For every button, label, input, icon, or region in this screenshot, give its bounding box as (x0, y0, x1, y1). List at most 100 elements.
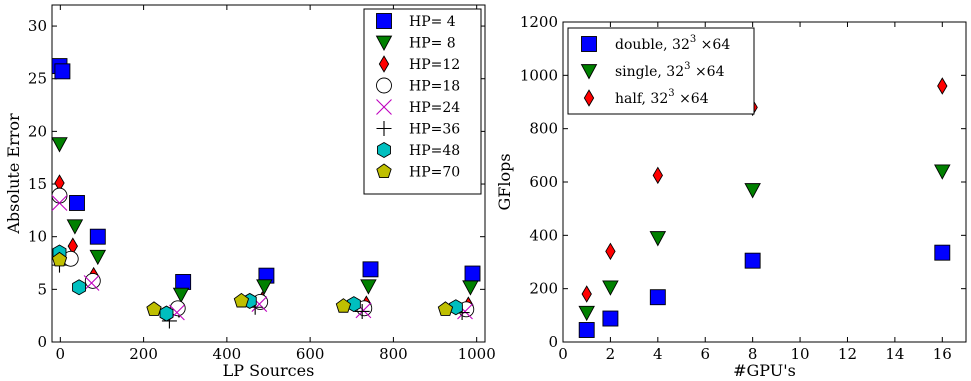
y-tick-label: 600 (529, 173, 558, 191)
legend-item: HP=48 (377, 141, 460, 159)
data-point (51, 137, 68, 153)
legend-item: HP=12 (378, 55, 460, 73)
data-point (159, 305, 174, 322)
y-tick-label: 200 (529, 280, 558, 298)
legend-marker (580, 64, 598, 80)
data-point (464, 265, 481, 282)
plot-area (51, 4, 486, 343)
data-points (51, 58, 481, 329)
x-tick-label: 0 (56, 345, 66, 363)
y-tick-label: 400 (529, 226, 558, 244)
legend-marker (375, 35, 393, 51)
x-tick-label: 600 (296, 345, 325, 363)
y-tick-label: 0 (548, 333, 558, 351)
legend-item: HP= 4 (376, 13, 456, 30)
legend-marker (376, 99, 392, 115)
data-point (744, 252, 761, 269)
data-point (448, 299, 463, 316)
data-point (744, 183, 761, 199)
legend-item: double, 323 ×64 (581, 34, 730, 53)
data-point (69, 195, 85, 211)
x-tick-label: 400 (213, 345, 242, 363)
legend-item: half, 323 ×64 (583, 88, 709, 107)
y-tick-label: 1200 (520, 13, 558, 31)
x-tick-label: 200 (129, 345, 158, 363)
data-point (84, 272, 101, 289)
legend-item: HP= 8 (375, 35, 456, 52)
data-point (233, 292, 250, 308)
data-point (437, 301, 454, 316)
data-point (602, 310, 619, 327)
data-point (578, 305, 595, 322)
x-tick-label: 4 (653, 345, 663, 363)
legend-label: HP= 8 (409, 36, 456, 52)
chart-gflops: 0 2 4 6 8 10 12 14 16 0 200 400 600 800 1000 1200 #GPU's… (495, 13, 967, 380)
data-point (649, 231, 667, 247)
x-axis-label: #GPU's (733, 361, 796, 380)
y-tick-label: 10 (28, 228, 47, 246)
legend-item: HP=70 (376, 163, 460, 181)
legend-marker (376, 77, 392, 94)
data-point (54, 63, 71, 80)
data-point (937, 77, 948, 95)
y-tick-label: 5 (37, 280, 47, 298)
data-point (256, 279, 273, 295)
data-point (51, 187, 68, 204)
legend: double, 323 ×64 single, 323 ×64 half, 323 … (567, 27, 755, 115)
y-tick-label: 20 (28, 122, 47, 140)
y-tick-label: 25 (28, 70, 47, 88)
data-point (83, 275, 100, 291)
y-axis-label: Absolute Error (4, 113, 23, 235)
y-tick-label: 1000 (520, 66, 558, 84)
legend-label: half, 323 ×64 (615, 88, 709, 107)
x-axis-label: LP Sources (223, 361, 315, 380)
x-tick-label: 10 (791, 345, 810, 363)
data-points (578, 77, 951, 338)
y-tick-label: 30 (28, 17, 47, 35)
legend: HP= 4 HP= 8 HP=12 HP=18 HP=24 HP=36 HP=48 HP=70 (363, 8, 482, 195)
legend-label: HP=24 (409, 100, 460, 116)
legend-label: HP= 4 (409, 14, 456, 30)
legend-marker (377, 141, 391, 159)
legend-label: HP=12 (409, 57, 460, 73)
legend-marker (376, 163, 392, 179)
data-point (934, 244, 951, 261)
x-tick-label: 14 (885, 345, 904, 363)
data-point (89, 249, 107, 266)
legend-item: HP=24 (376, 99, 460, 116)
x-tick-label: 0 (558, 345, 568, 363)
y-tick-label: 15 (28, 175, 47, 193)
data-point (51, 251, 68, 267)
data-point (172, 287, 190, 304)
data-point (89, 228, 106, 245)
x-tick-label: 16 (933, 345, 952, 363)
data-point (605, 242, 616, 261)
data-point (146, 301, 162, 316)
data-point (175, 274, 192, 290)
chart-absolute-error: 0 200 400 600 800 1000 0 5 10 15 20 25 30 LP Sources A… (4, 4, 496, 380)
data-point (362, 261, 379, 278)
legend-label: single, 323 ×64 (615, 61, 725, 80)
y-axis-label: GFlops (495, 153, 514, 210)
legend-marker (376, 121, 392, 136)
legend-marker (581, 36, 597, 52)
x-tick-label: 6 (700, 345, 710, 363)
data-point (578, 322, 595, 338)
data-point (652, 166, 663, 185)
legend-label: HP=18 (409, 79, 460, 95)
data-point (335, 298, 352, 313)
data-point (934, 164, 951, 180)
data-point (354, 303, 370, 319)
y-tick-label: 0 (37, 333, 47, 351)
x-tick-label: 2 (606, 345, 616, 363)
data-point (462, 280, 479, 296)
x-tick-label: 1000 (458, 345, 496, 363)
legend-label: double, 323 ×64 (615, 34, 730, 53)
x-tick-label: 8 (748, 345, 758, 363)
legend-box (567, 27, 755, 115)
data-point (602, 280, 619, 296)
data-point (581, 285, 592, 303)
data-point (66, 219, 84, 235)
legend-item: HP=36 (376, 121, 460, 138)
legend-label: HP=36 (409, 122, 460, 138)
